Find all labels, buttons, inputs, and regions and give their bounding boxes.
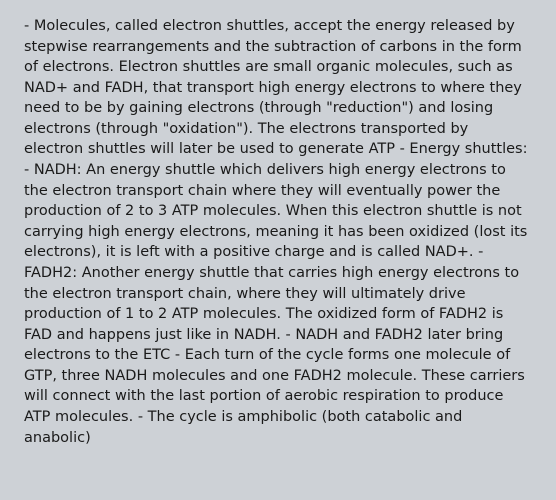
- document-text: - Molecules, called electron shuttles, a…: [24, 18, 528, 446]
- document-body: - Molecules, called electron shuttles, a…: [24, 16, 532, 448]
